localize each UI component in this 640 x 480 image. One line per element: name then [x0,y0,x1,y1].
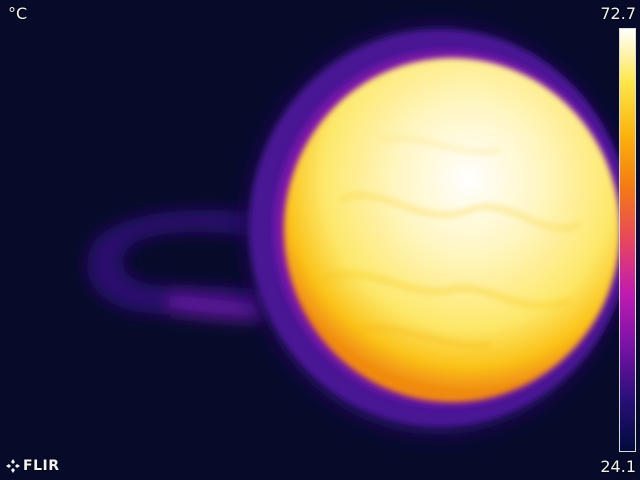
brand-logo: FLIR [6,458,59,474]
temperature-unit-label: °C [8,4,28,23]
temperature-scale-bar [619,28,636,452]
mug-handle [87,209,262,322]
min-temperature-label: 24.1 [600,457,636,476]
brand-name: FLIR [23,458,60,474]
max-temperature-label: 72.7 [600,4,636,23]
flir-logo-icon [6,459,20,473]
